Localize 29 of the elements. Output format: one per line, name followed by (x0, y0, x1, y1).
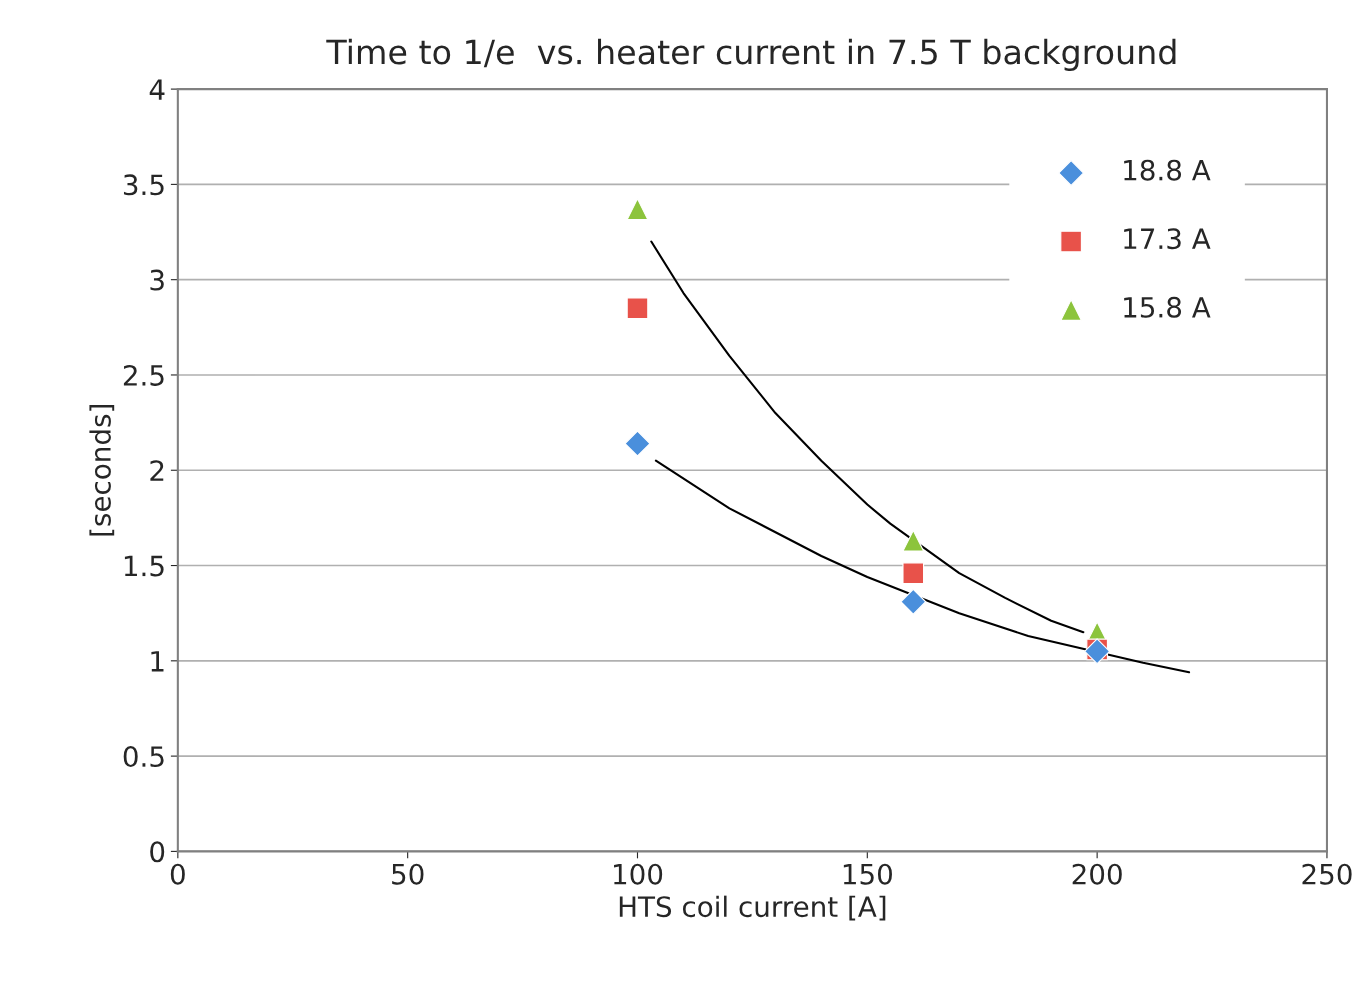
legend-label: 15.8 A (1124, 296, 1211, 318)
y-tick-label: 0 (150, 841, 165, 863)
y-tick-label: 3 (150, 269, 164, 291)
y-tick-label: 0.5 (123, 746, 164, 768)
x-tick-label: 150 (843, 863, 892, 885)
line-series (650, 240, 1085, 634)
point (626, 297, 649, 320)
x-tick-label: 50 (392, 863, 424, 885)
y-tick-label: 1 (151, 651, 164, 672)
y-tick-label: 3.5 (123, 174, 164, 196)
y-tick-label: 1.5 (124, 555, 164, 577)
x-tick-label: 250 (1302, 863, 1352, 885)
y-tick-label: 2 (150, 460, 164, 481)
y-axis-title: [seconds] (89, 405, 115, 536)
chart-title: Time to 1/e vs. heater current in 7.5 T background (326, 38, 1176, 72)
legend-label: 18.8 A (1124, 159, 1211, 181)
line-series (654, 459, 1191, 674)
x-tick-label: 200 (1072, 863, 1122, 885)
point (902, 529, 925, 552)
x-axis-title: HTS coil current [A] (619, 895, 886, 921)
point (902, 562, 925, 585)
point (900, 588, 927, 615)
y-tick-label: 4 (149, 79, 165, 100)
point (624, 430, 651, 457)
legend-label: 17.3 A (1124, 228, 1211, 250)
point (626, 198, 649, 221)
y-tick-label: 2.5 (123, 364, 164, 386)
x-tick-label: 0 (170, 863, 185, 885)
x-tick-label: 100 (614, 863, 663, 885)
